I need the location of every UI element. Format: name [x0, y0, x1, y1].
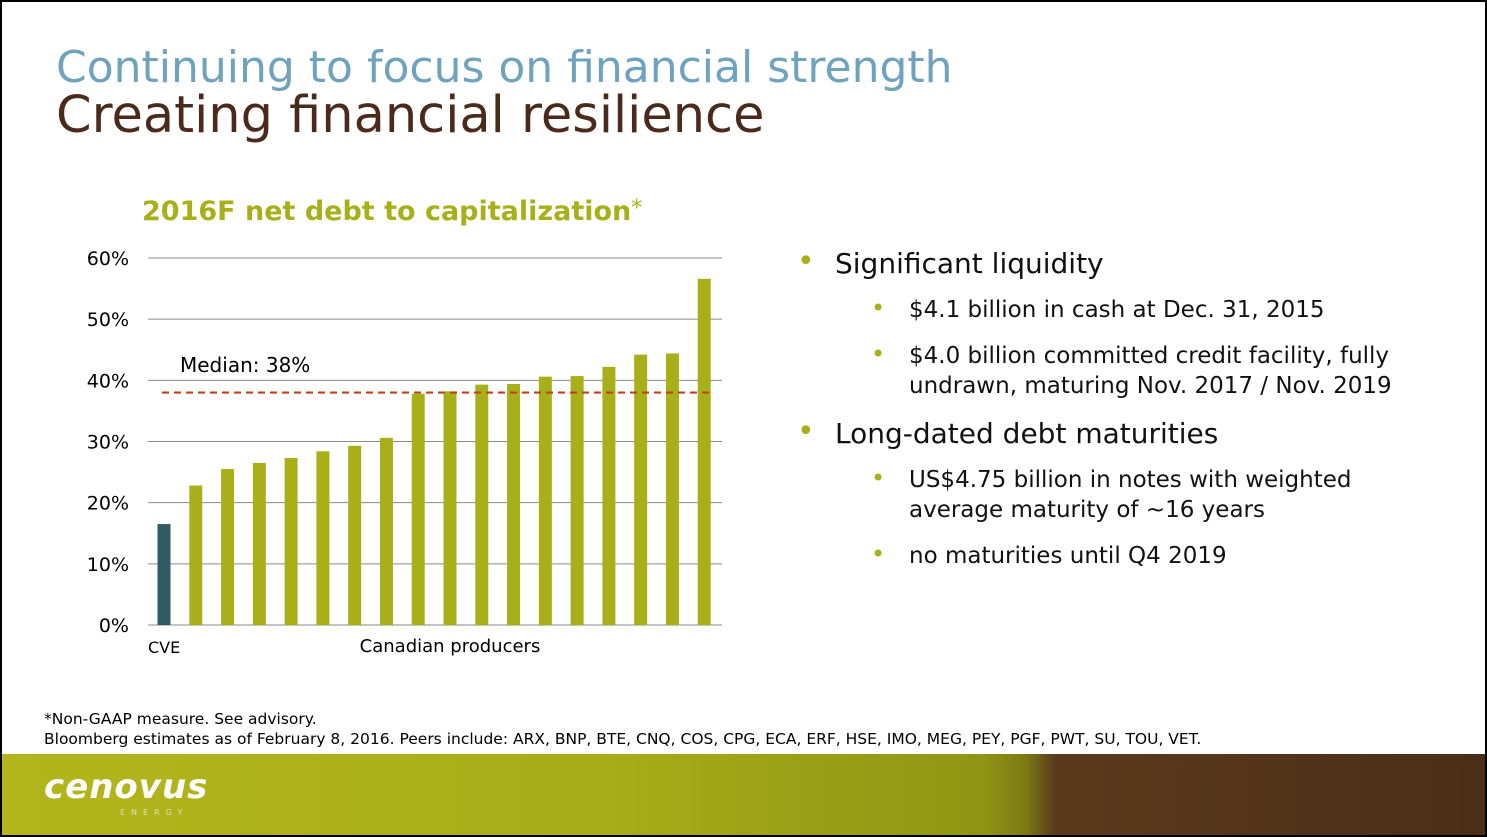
y-tick-label: 40%: [87, 370, 129, 392]
chart-title-text: 2016F net debt to capitalization: [142, 196, 632, 227]
footnote-line-1: *Non-GAAP measure. See advisory.: [44, 710, 317, 728]
sub-bullet-cash: $4.1 billion in cash at Dec. 31, 2015: [871, 293, 1437, 325]
sub-bullet-credit-facility: $4.0 billion committed credit facility, …: [871, 339, 1437, 401]
bar-peer: [379, 437, 393, 625]
bar-peer: [316, 451, 330, 625]
y-tick-label: 10%: [87, 554, 129, 576]
cenovus-logo: cenovus: [44, 767, 209, 807]
bar-peer: [221, 469, 235, 625]
bar-peer: [570, 376, 584, 625]
bar-peer: [538, 376, 552, 625]
bar-peer: [665, 353, 679, 625]
footnote-line-2: Bloomberg estimates as of February 8, 20…: [44, 730, 1202, 748]
y-tick-label: 60%: [87, 248, 129, 270]
slide-supertitle: Continuing to focus on financial strengt…: [56, 42, 953, 93]
bar-peer: [189, 485, 203, 625]
bar-peer: [634, 354, 648, 625]
bar-peer: [284, 458, 298, 625]
chart-title: 2016F net debt to capitalization*: [142, 196, 642, 227]
median-label: Median: 38%: [180, 353, 310, 377]
bullet-list: Significant liquidity $4.1 billion in ca…: [797, 245, 1437, 587]
bar-peer: [348, 445, 362, 625]
slide-title: Creating financial resilience: [56, 86, 765, 145]
bar-chart: 0% 10% 20% 30% 40% 50% 60% Median: 38% CVE Canadi…: [87, 248, 722, 657]
bar-peer: [411, 393, 425, 625]
bar-peer: [252, 462, 266, 625]
x-group-label: Canadian producers: [360, 636, 541, 657]
y-tick-label: 0%: [99, 615, 129, 637]
y-tick-label: 50%: [87, 309, 129, 331]
bar-peer: [602, 366, 616, 625]
sub-bullet-notes: US$4.75 billion in notes with weighted a…: [871, 463, 1437, 525]
bar-peer: [475, 384, 489, 625]
sub-bullet-no-maturities: no maturities until Q4 2019: [871, 539, 1437, 571]
y-tick-label: 30%: [87, 432, 129, 454]
y-tick-label: 20%: [87, 493, 129, 515]
bar-peer: [697, 278, 711, 625]
bullet-debt-maturities: Long-dated debt maturities: [797, 415, 1437, 451]
footer-band: [2, 754, 1485, 835]
chart-title-asterisk: *: [631, 196, 643, 221]
bar-peer: [507, 384, 521, 625]
cenovus-logo-subtext: ENERGY: [120, 808, 189, 817]
footnote: *Non-GAAP measure. See advisory. Bloombe…: [44, 709, 1201, 749]
x-label-cve: CVE: [148, 638, 180, 657]
bar-peer: [443, 391, 457, 625]
bar-cve: [157, 524, 171, 625]
bullet-liquidity: Significant liquidity: [797, 245, 1437, 281]
